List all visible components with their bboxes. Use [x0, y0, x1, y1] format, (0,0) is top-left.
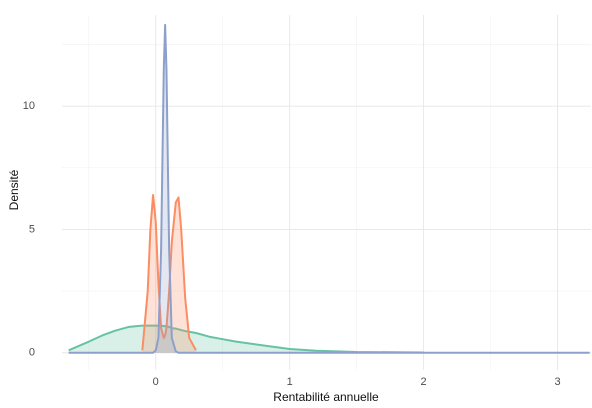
y-tick-label: 5: [29, 223, 35, 235]
y-axis-label: Densité: [7, 169, 21, 210]
x-tick-label: 0: [153, 376, 159, 388]
x-tick-label: 1: [287, 376, 293, 388]
x-tick-label: 2: [421, 376, 427, 388]
y-tick-label: 10: [23, 100, 35, 112]
x-axis-label: Rentabilité annuelle: [273, 390, 379, 404]
density-line: [68, 324, 424, 354]
density-line: [141, 193, 197, 351]
density-line: [68, 23, 590, 354]
x-tick-label: 3: [554, 376, 560, 388]
y-tick-label: 0: [29, 347, 35, 359]
